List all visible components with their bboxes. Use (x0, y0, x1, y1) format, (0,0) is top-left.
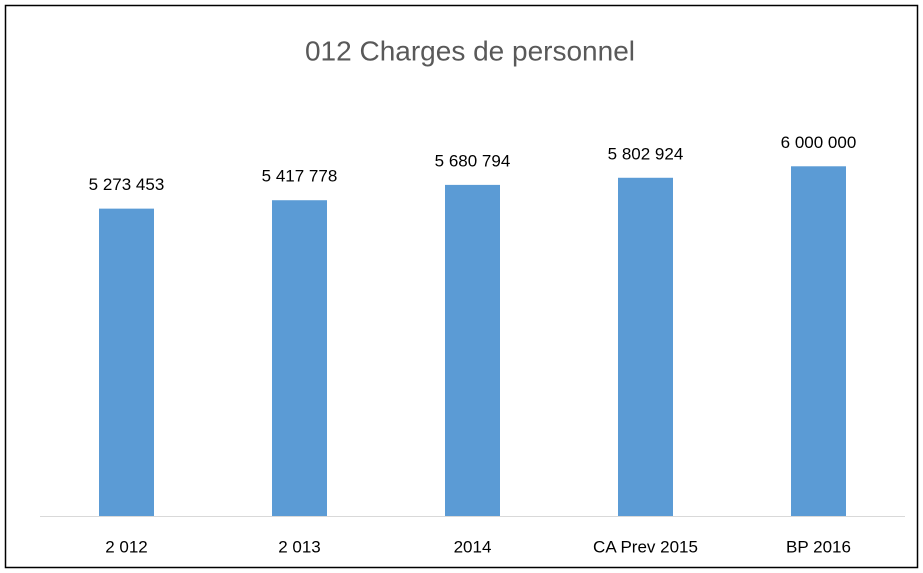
bar (99, 208, 154, 516)
chart-title: 012 Charges de personnel (305, 35, 635, 66)
x-tick-label: 2014 (454, 537, 492, 556)
bar (618, 177, 673, 516)
bar (445, 184, 500, 516)
data-label: 5 802 924 (608, 144, 684, 163)
x-tick-label: 2 013 (278, 537, 321, 556)
data-label: 5 417 778 (262, 167, 338, 186)
x-tick-label: BP 2016 (786, 537, 851, 556)
x-tick-label: CA Prev 2015 (593, 537, 698, 556)
data-label: 5 680 794 (435, 151, 511, 170)
bar (272, 200, 327, 516)
bar (791, 166, 846, 517)
data-label: 6 000 000 (781, 133, 857, 152)
data-label: 5 273 453 (89, 175, 165, 194)
x-tick-label: 2 012 (105, 537, 148, 556)
